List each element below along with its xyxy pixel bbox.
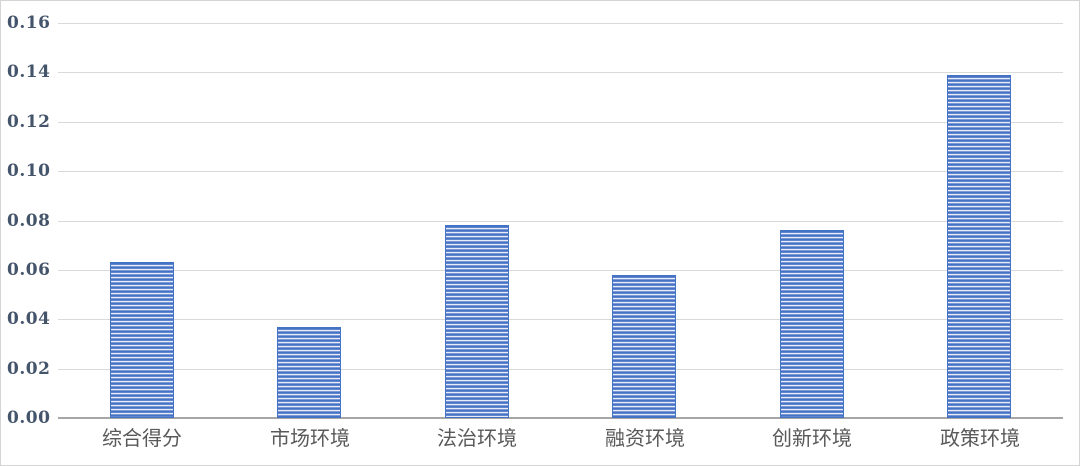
x-axis-label: 融资环境 (605, 426, 685, 450)
y-tick-label: 0.06 (7, 260, 51, 280)
gridline (58, 122, 1063, 123)
bar (612, 275, 676, 418)
x-axis-label: 创新环境 (772, 426, 852, 450)
y-tick-label: 0.08 (7, 211, 51, 231)
y-tick-label: 0.04 (7, 309, 51, 329)
bar (445, 225, 509, 418)
x-axis-label: 政策环境 (940, 426, 1020, 450)
x-axis-label: 法治环境 (437, 426, 517, 450)
gridline (58, 171, 1063, 172)
gridline (58, 72, 1063, 73)
y-tick-label: 0.12 (7, 112, 51, 132)
y-tick-label: 0.00 (7, 408, 51, 428)
x-axis-label: 市场环境 (270, 426, 350, 450)
bar (110, 262, 174, 418)
gridline (58, 319, 1063, 320)
gridline (58, 221, 1063, 222)
y-tick-label: 0.16 (7, 13, 51, 33)
y-tick-label: 0.14 (7, 62, 51, 82)
y-tick-label: 0.02 (7, 359, 51, 379)
x-axis-line (58, 417, 1063, 419)
gridline (58, 23, 1063, 24)
bar (947, 75, 1011, 418)
gridline (58, 369, 1063, 370)
y-tick-label: 0.10 (7, 161, 51, 181)
x-axis-label: 综合得分 (102, 426, 182, 450)
bar (780, 230, 844, 418)
bar (277, 327, 341, 418)
gridline (58, 270, 1063, 271)
